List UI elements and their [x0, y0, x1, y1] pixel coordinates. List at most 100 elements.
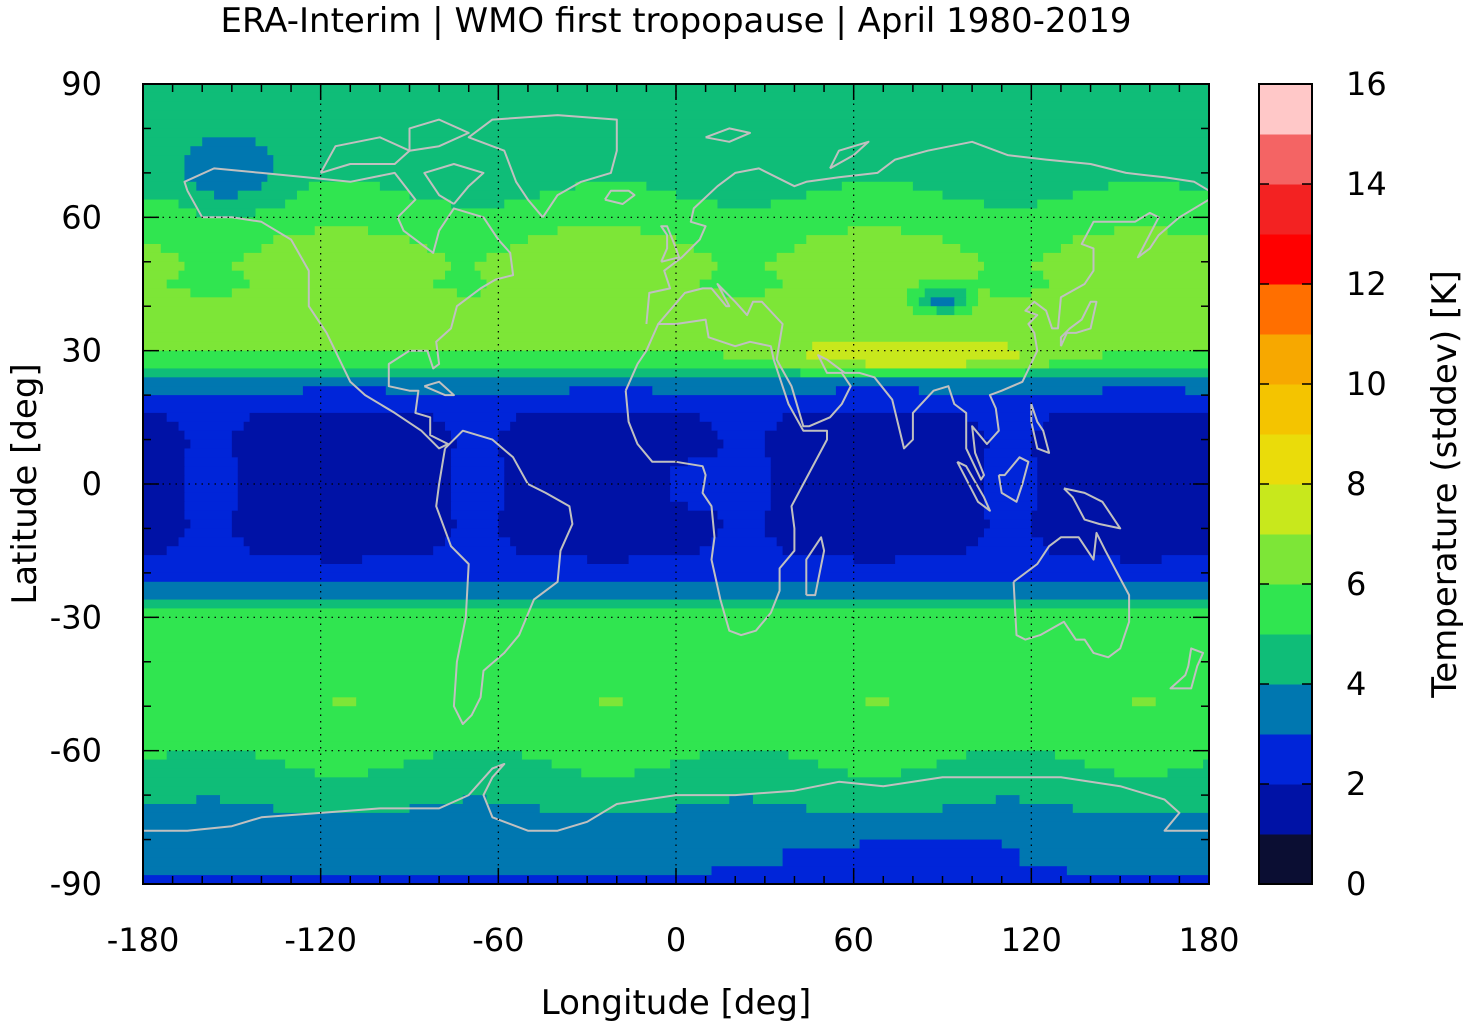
- y-tick-label: 0: [82, 465, 102, 503]
- heatmap-cell: [1031, 288, 1209, 298]
- heatmap-cell: [379, 181, 576, 192]
- heatmap-cell: [214, 190, 239, 201]
- heatmap-cell: [166, 750, 257, 761]
- heatmap-cell: [143, 421, 180, 432]
- heatmap-cell: [859, 839, 1003, 850]
- heatmap-cell: [983, 448, 1032, 458]
- heatmap-cell: [249, 546, 434, 556]
- heatmap-cell: [676, 235, 807, 245]
- heatmap-cell: [143, 812, 1209, 823]
- heatmap-cell: [989, 519, 1032, 530]
- heatmap-cell: [143, 359, 778, 370]
- heatmap-cell: [764, 430, 985, 441]
- heatmap-cell: [498, 528, 719, 538]
- heatmap-cell: [622, 697, 867, 707]
- heatmap-cell: [184, 164, 274, 174]
- heatmap-cell: [699, 750, 790, 761]
- heatmap-cell: [1108, 181, 1180, 192]
- heatmap-cell: [676, 804, 807, 814]
- heatmap-cell: [231, 528, 452, 538]
- colorbar-swatch: [1259, 84, 1312, 135]
- heatmap-cell: [983, 199, 1038, 210]
- heatmap-cell: [143, 128, 1209, 138]
- heatmap-cell: [966, 288, 979, 298]
- colorbar-swatch: [1259, 584, 1312, 635]
- y-tick-label: 90: [61, 65, 102, 103]
- heatmap-cell: [143, 697, 334, 707]
- heatmap-cell: [966, 412, 1050, 423]
- heatmap-cell: [699, 546, 784, 556]
- heatmap-cell: [237, 466, 452, 476]
- heatmap-cell: [942, 235, 1074, 245]
- heatmap-cell: [143, 732, 1209, 743]
- heatmap-cell: [972, 306, 1209, 316]
- heatmap-cell: [1066, 866, 1209, 876]
- heatmap-cell: [995, 795, 1021, 805]
- heatmap-cell: [237, 501, 452, 512]
- heatmap-cell: [723, 519, 766, 530]
- heatmap-cell: [504, 466, 671, 476]
- heatmap-cell: [640, 226, 849, 236]
- heatmap-cell: [498, 439, 724, 450]
- heatmap-cell: [143, 741, 1209, 752]
- heatmap-cell: [1043, 252, 1209, 263]
- heatmap-cell: [456, 519, 499, 530]
- colorbar-tick-label: 12: [1346, 265, 1387, 303]
- heatmap-cell: [143, 208, 197, 218]
- heatmap-cell: [143, 608, 1209, 618]
- heatmap-cell: [847, 768, 902, 778]
- heatmap-cell: [498, 448, 719, 458]
- heatmap-cell: [166, 546, 251, 556]
- heatmap-cell: [723, 288, 766, 298]
- heatmap-cell: [978, 537, 1044, 547]
- heatmap-cell: [190, 519, 233, 530]
- heatmap-cell: [770, 457, 985, 467]
- heatmap-cell: [480, 288, 724, 298]
- colorbar: [1259, 83, 1312, 885]
- heatmap-cell: [818, 759, 938, 770]
- heatmap-cell: [770, 492, 985, 503]
- heatmap-cell: [433, 546, 517, 556]
- x-tick-label: 0: [666, 921, 686, 959]
- heatmap-cell: [143, 155, 186, 165]
- coastline: [829, 140, 870, 170]
- heatmap-cell: [557, 226, 642, 236]
- heatmap-cell: [308, 181, 381, 192]
- heatmap-cell: [634, 768, 849, 778]
- colorbar-tick-labels: 16 14 12 10 8 6 4 2 0: [1346, 65, 1387, 903]
- heatmap-cell: [143, 848, 784, 858]
- heatmap-cell: [143, 457, 186, 467]
- heatmap-cell: [450, 466, 505, 476]
- heatmap-cell: [237, 475, 452, 485]
- heatmap-cell: [237, 457, 452, 467]
- heatmap-cell: [302, 386, 387, 396]
- heatmap-cell: [184, 430, 233, 441]
- heatmap-cell: [143, 252, 180, 263]
- heatmap-cell: [178, 252, 245, 263]
- heatmap-cell: [510, 421, 713, 432]
- heatmap-cell: [143, 795, 197, 805]
- heatmap-cell: [409, 235, 529, 245]
- heatmap-cell: [1049, 279, 1209, 290]
- heatmap-cell: [1007, 341, 1209, 352]
- colorbar-swatch: [1259, 284, 1312, 335]
- heatmap-cell: [1037, 457, 1209, 467]
- heatmap-cell: [267, 172, 1209, 183]
- heatmap-cell: [196, 208, 257, 218]
- heatmap-cell: [770, 501, 985, 512]
- colorbar-swatch: [1259, 684, 1312, 735]
- heatmap-cell: [1031, 448, 1209, 458]
- colorbar-swatch: [1259, 534, 1312, 585]
- heatmap-cell: [143, 546, 168, 556]
- heatmap-cell: [143, 839, 861, 850]
- heatmap-cell: [143, 750, 168, 761]
- heatmap-cell: [989, 288, 1032, 298]
- heatmap-cell: [918, 297, 932, 307]
- heatmap-cell: [368, 768, 582, 778]
- heatmap-cell: [504, 484, 671, 494]
- heatmap-cell: [403, 759, 553, 770]
- y-tick-labels: 90 60 30 0 -30 -60 -90: [50, 65, 102, 903]
- heatmap-cell: [261, 244, 428, 254]
- heatmap-cell: [776, 359, 867, 370]
- heatmap-cell: [1031, 510, 1209, 521]
